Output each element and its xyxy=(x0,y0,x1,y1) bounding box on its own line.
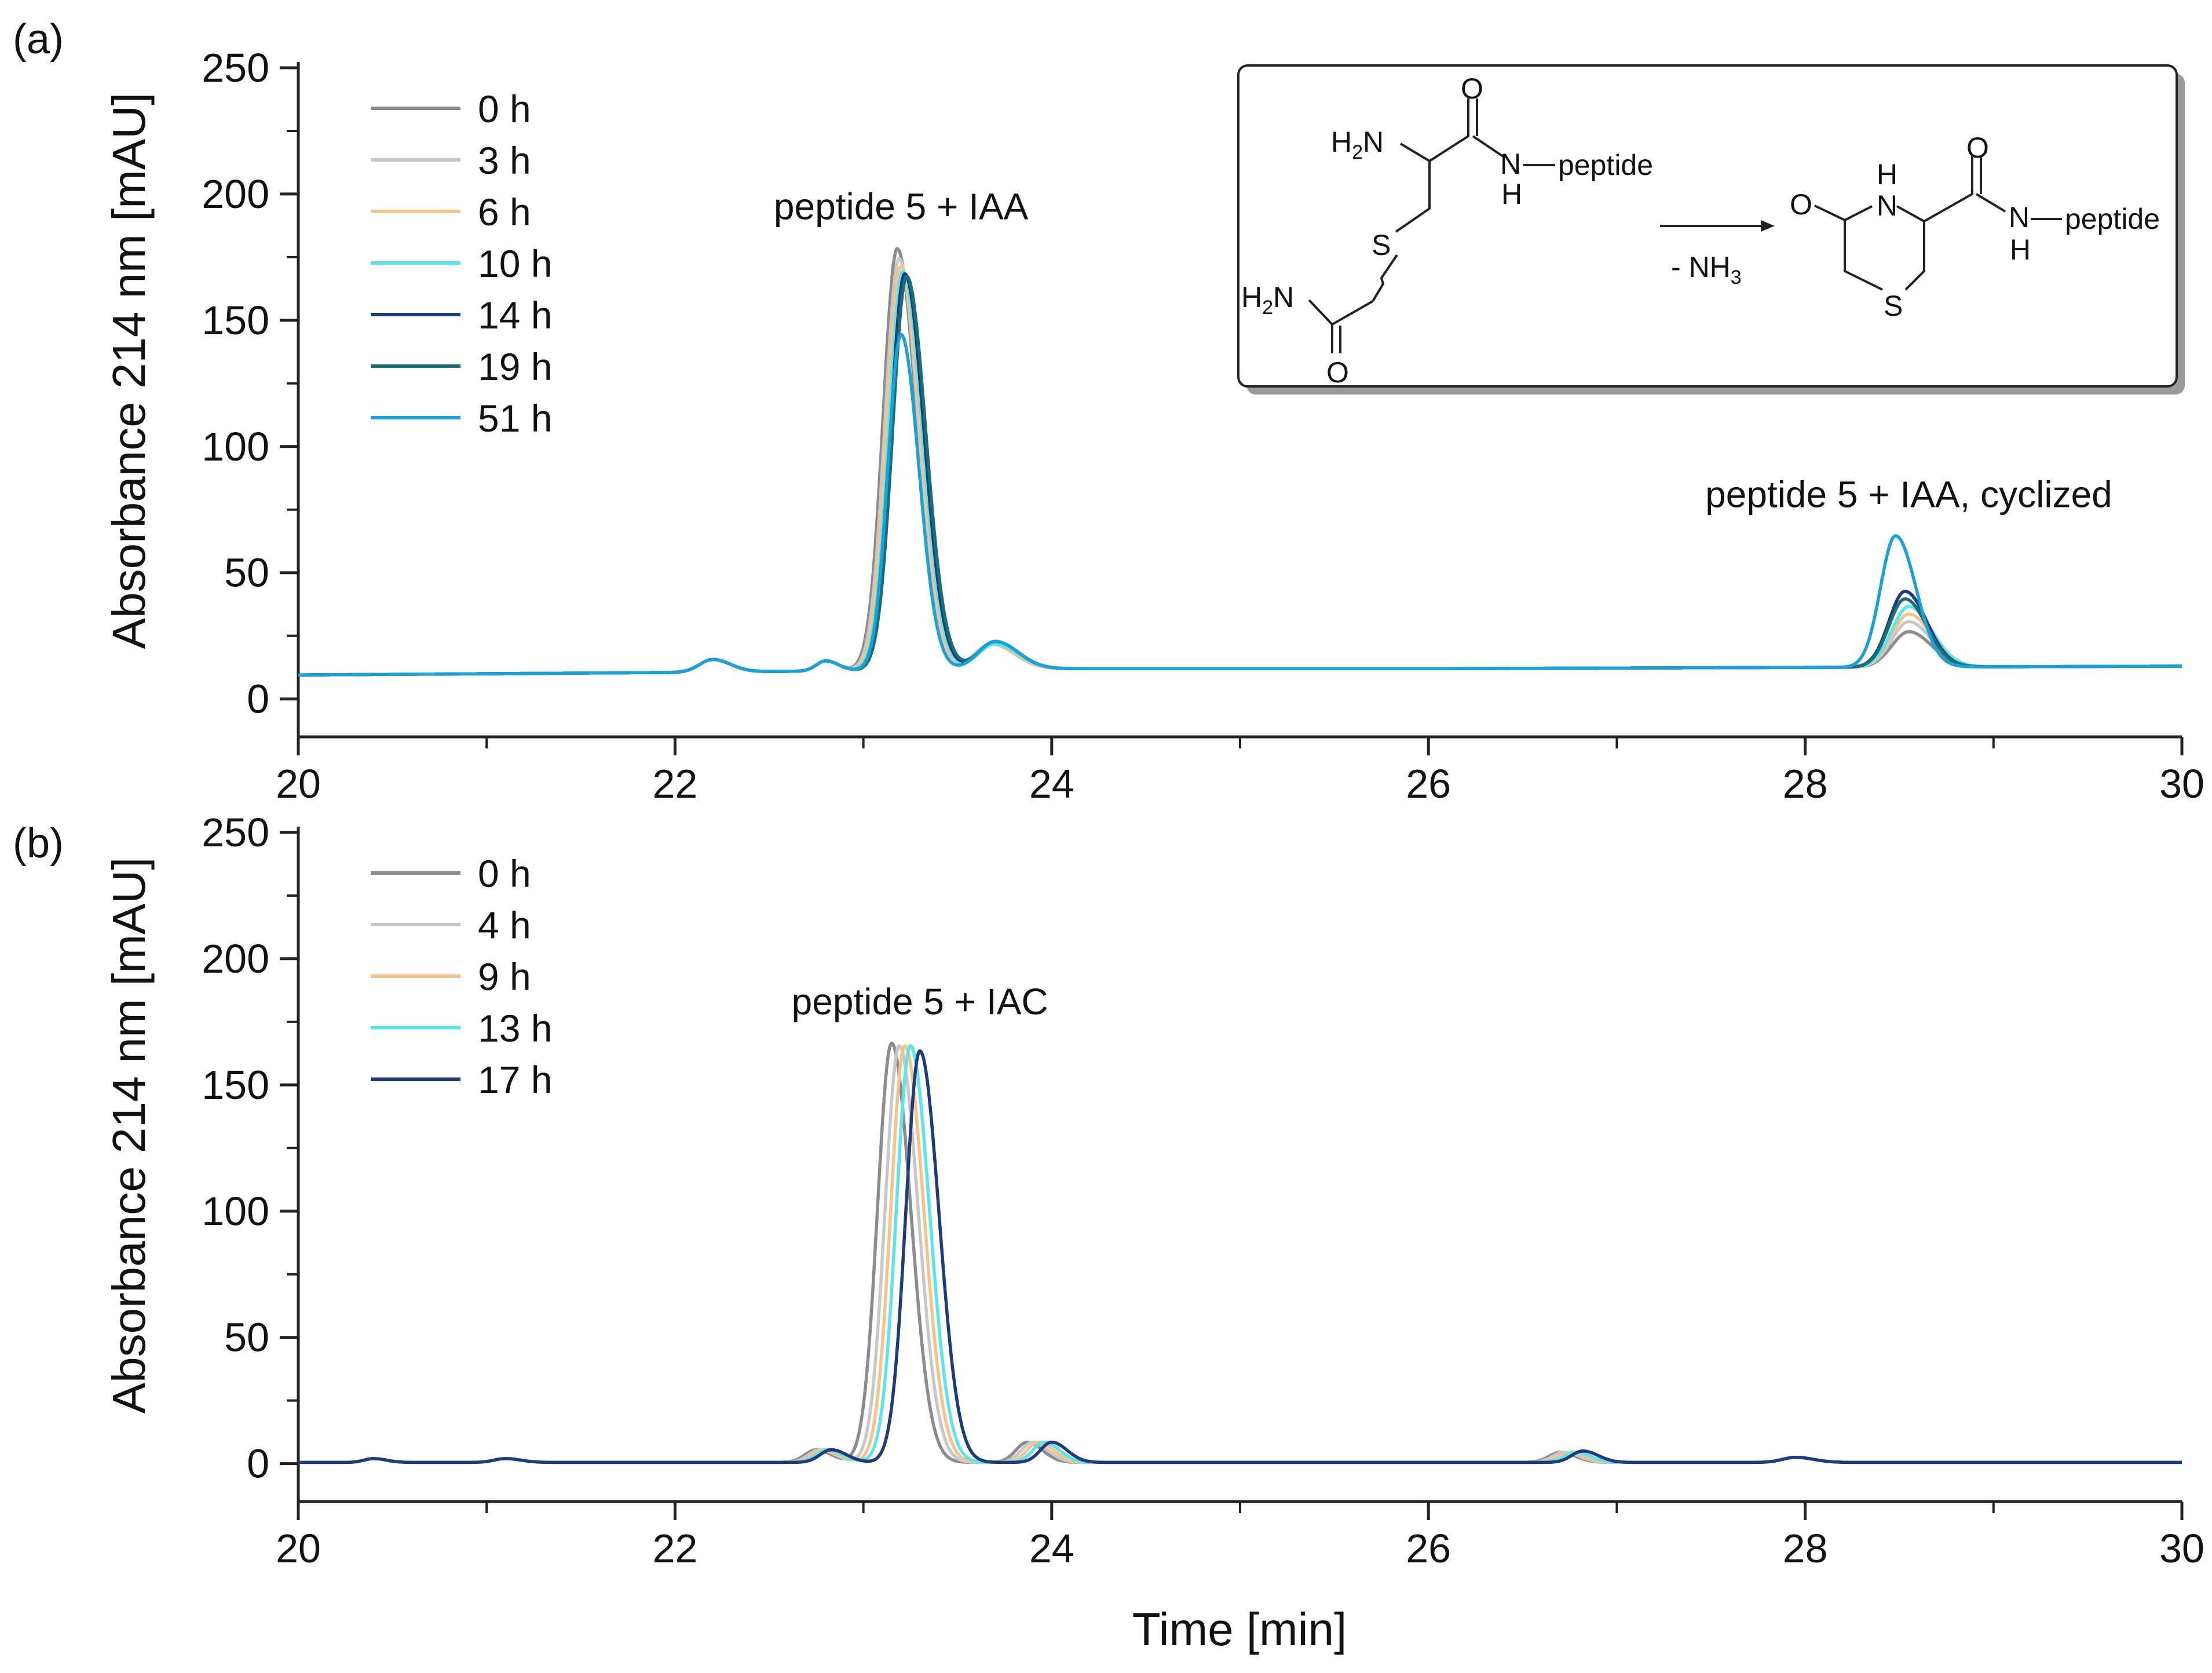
peak-annotation: peptide 5 + IAC xyxy=(792,981,1048,1022)
trace-17h xyxy=(297,1049,2183,1464)
x-tick-label: 26 xyxy=(1406,1526,1451,1571)
legend-a: 0 h 3 h 6 h 10 h 14 h 19 h 51 h xyxy=(371,87,552,440)
reactant-o-top: O xyxy=(1461,72,1483,105)
reactant-peptide: peptide xyxy=(1558,149,1653,181)
reactant-h2n-top: H2N xyxy=(1331,126,1384,163)
reactant-h2n-bottom: H2N xyxy=(1241,281,1294,319)
x-tick-label: 28 xyxy=(1783,761,1828,806)
bond-9 xyxy=(1308,299,1333,326)
legend-label: 19 h xyxy=(478,345,552,388)
product-peptide: peptide xyxy=(2065,203,2160,235)
y-tick-label: 250 xyxy=(202,810,269,855)
reactant-nh-h: H xyxy=(1501,178,1522,210)
y-axis-title-b: Absorbance 214 nm [mAU] xyxy=(103,857,155,1413)
x-tick-label: 30 xyxy=(2159,761,2204,806)
traces-b xyxy=(297,1042,2183,1464)
y-tick-label: 50 xyxy=(224,1315,269,1360)
amide-bonds xyxy=(1924,156,2006,222)
product-n-ring: N xyxy=(1877,189,1897,222)
reactant-nh-n: N xyxy=(1500,148,1521,180)
trace-13h xyxy=(297,1044,2183,1464)
bond-5 xyxy=(1395,161,1431,233)
x-tick-label: 24 xyxy=(1029,1526,1074,1571)
panel-b: (b) Absorbance 214 nm [mAU] 20 22 24 26 28 30… xyxy=(13,810,2204,1571)
y-tick-label: 100 xyxy=(202,424,269,469)
legend-label: 9 h xyxy=(478,955,531,998)
y-tick-label: 150 xyxy=(202,1062,269,1108)
product-structure: O H N S O N H peptide xyxy=(1790,131,2160,322)
panel-a: (a) Absorbance 214 nm [mAU] 20 22 24 26 28 30… xyxy=(13,16,2204,806)
y-axis-title-a: Absorbance 214 nm [mAU] xyxy=(103,93,155,649)
legend-b: 0 h 4 h 9 h 13 h 17 h xyxy=(371,852,552,1101)
y-tick-label: 150 xyxy=(202,298,269,343)
legend-label: 14 h xyxy=(478,294,552,337)
legend-label: 13 h xyxy=(478,1007,552,1050)
peak-annotation: peptide 5 + IAA xyxy=(774,186,1029,228)
legend-label: 51 h xyxy=(478,397,552,440)
product-n-amide: N xyxy=(2009,201,2030,233)
reactant-structure: H2N O N H peptide S H2N O xyxy=(1241,72,1653,389)
reaction-condition: - NH3 xyxy=(1671,251,1742,288)
annotations-a: peptide 5 + IAA peptide 5 + IAA, cyclized xyxy=(774,186,2112,516)
product-o-amide: O xyxy=(1966,131,1989,164)
reactant-o-bottom: O xyxy=(1326,356,1349,389)
legend-label: 10 h xyxy=(478,242,552,285)
x-axis-title: Time [min] xyxy=(1132,1603,1347,1655)
x-tick-label: 26 xyxy=(1406,761,1451,806)
x-tick-label: 20 xyxy=(276,761,321,806)
x-tick-label: 30 xyxy=(2159,1526,2204,1571)
product-o-ring: O xyxy=(1790,188,1812,221)
trace-9h xyxy=(297,1044,2183,1464)
trace-4h xyxy=(297,1044,2183,1464)
traces-a xyxy=(297,247,2183,677)
x-tick-label: 22 xyxy=(652,1526,697,1571)
y-tick-label: 250 xyxy=(202,45,269,90)
trace-51h xyxy=(297,333,2183,677)
y-tick-label: 200 xyxy=(202,936,269,981)
y-tick-label: 0 xyxy=(247,1441,269,1486)
product-s: S xyxy=(1884,290,1903,322)
product-h-amide: H xyxy=(2010,233,2031,266)
x-tick-label: 28 xyxy=(1783,1526,1828,1571)
legend-label: 6 h xyxy=(478,191,531,233)
axes-b: 20 22 24 26 28 30 0 50 100 150 200 250 xyxy=(202,810,2204,1571)
bond-1 xyxy=(1399,98,1469,163)
product-h-ring: H xyxy=(1877,158,1897,191)
x-tick-label: 20 xyxy=(276,1526,321,1571)
legend-label: 17 h xyxy=(478,1058,552,1101)
peak-annotation: peptide 5 + IAA, cyclized xyxy=(1705,473,2112,515)
x-tick-label: 22 xyxy=(652,761,697,806)
legend-label: 4 h xyxy=(478,904,531,947)
legend-label: 3 h xyxy=(478,139,531,182)
bond-6 xyxy=(1372,254,1398,302)
panel-label-b: (b) xyxy=(13,820,64,867)
trace-0h xyxy=(297,1042,2183,1464)
y-tick-label: 0 xyxy=(247,677,269,722)
ring-bonds xyxy=(1814,204,1925,291)
y-tick-label: 50 xyxy=(224,550,269,596)
legend-label: 0 h xyxy=(478,852,531,895)
x-tick-label: 24 xyxy=(1029,761,1074,806)
y-tick-label: 200 xyxy=(202,171,269,217)
bond-3 xyxy=(1472,135,1504,158)
reactant-s: S xyxy=(1372,229,1391,261)
y-tick-label: 100 xyxy=(202,1189,269,1234)
annotations-b: peptide 5 + IAC xyxy=(792,981,1048,1022)
panel-label-a: (a) xyxy=(13,16,64,63)
axes-a: 20 22 24 26 28 30 0 50 100 150 200 250 xyxy=(202,45,2204,806)
legend-label: 0 h xyxy=(478,87,531,130)
reaction-scheme-inset: H2N O N H peptide S H2N O xyxy=(1237,64,2185,394)
reaction-arrow: - NH3 xyxy=(1660,220,1775,288)
